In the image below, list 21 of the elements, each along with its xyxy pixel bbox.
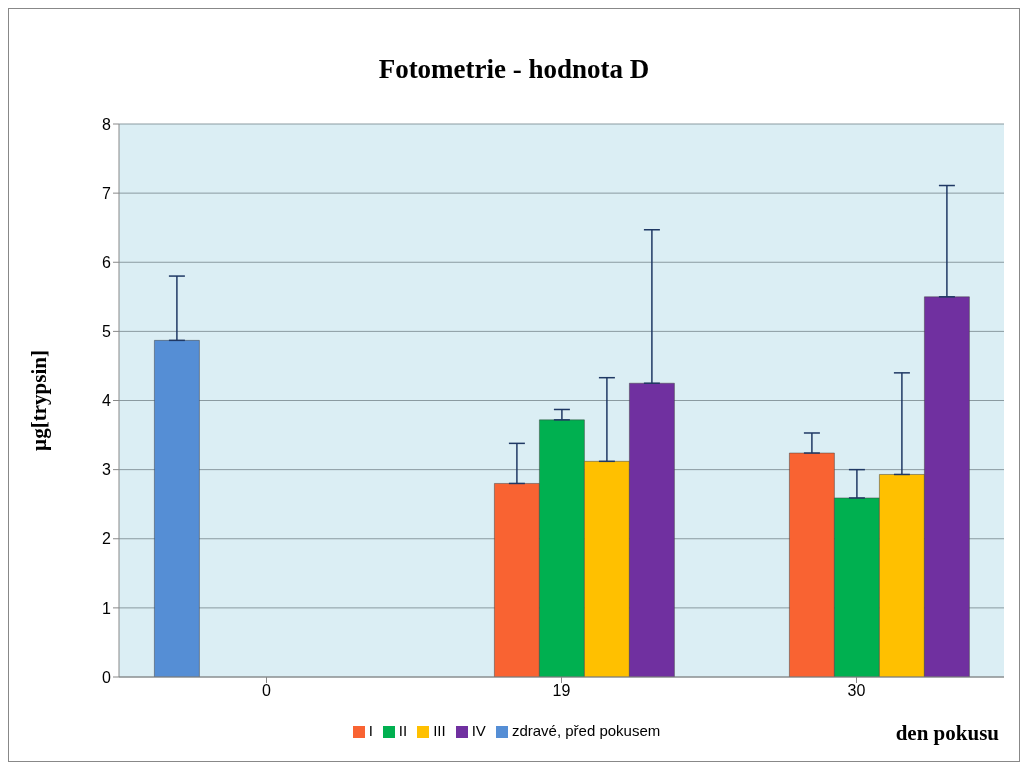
legend-label: II <box>398 722 408 739</box>
y-axis-title: µg[trypsin] <box>27 350 52 451</box>
y-tick-label: 5 <box>102 323 112 341</box>
y-tick-label: 3 <box>102 461 112 479</box>
legend-label: III <box>433 722 446 739</box>
x-axis-title: den pokusu <box>895 721 999 746</box>
y-tick-label: 4 <box>102 392 112 410</box>
y-tick-label: 0 <box>102 668 112 686</box>
y-tick-label: 8 <box>102 115 112 133</box>
legend-label: IV <box>471 722 486 739</box>
chart-title: Fotometrie - hodnota D <box>377 54 651 85</box>
x-tick-label: 0 <box>262 682 272 700</box>
legend-label: I <box>368 722 373 739</box>
y-tick-label: 1 <box>102 599 112 617</box>
legend-label: zdravé, před pokusem <box>511 722 661 739</box>
y-tick-label: 7 <box>102 184 112 202</box>
y-tick-label: 6 <box>102 253 112 271</box>
bar <box>154 340 200 677</box>
y-tick-label: 2 <box>102 530 112 548</box>
x-tick-label: 30 <box>847 682 866 700</box>
x-tick-label: 19 <box>552 682 571 700</box>
